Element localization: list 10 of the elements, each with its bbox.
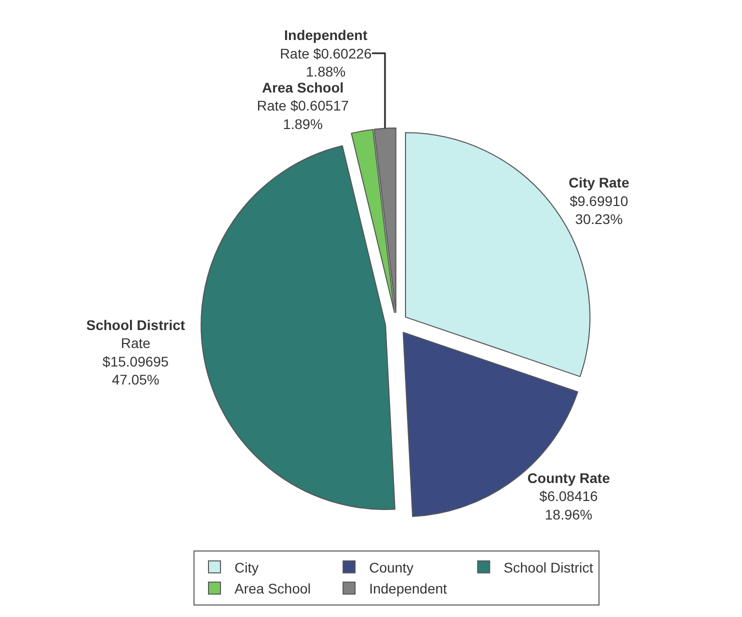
legend-label: County [369,559,414,576]
legend-label: Area School [234,580,311,597]
data-label: Independent Rate $0.60226 1.88% [280,27,372,80]
legend-label: City [234,559,259,576]
data-label: County Rate $6.08416 18.96% [527,470,610,522]
data-label: Area School Rate $0.60517 1.89% [256,79,349,132]
legend-label: School District [504,559,594,576]
legend-label: Independent [369,580,448,597]
data-label: School District Rate $15.09695 47.05% [86,316,186,388]
data-label: City Rate $9.69910 30.23% [568,174,630,228]
